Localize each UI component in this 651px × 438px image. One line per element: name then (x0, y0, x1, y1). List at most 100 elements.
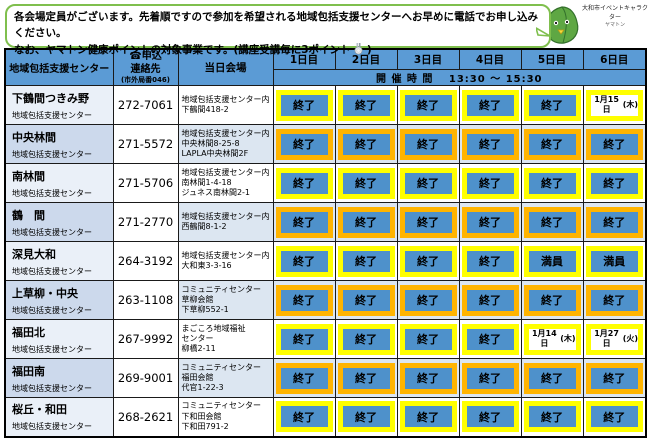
venue-line: 下鶴間418-2 (181, 105, 229, 115)
status-closed-badge: 終了 (275, 284, 333, 316)
status-closed-badge: 終了 (399, 89, 457, 121)
center-name-cell: 深見大和 地域包括支援センター (4, 241, 114, 282)
status-closed-badge: 終了 (337, 128, 395, 160)
status-closed-badge: 終了 (585, 167, 643, 199)
center-name-sub: 地域包括支援センター (12, 110, 92, 120)
status-closed-badge: 終了 (275, 128, 333, 160)
status-cell-day-5: 終了 (520, 163, 584, 204)
notice-line2: なお、ヤマトン健康ポイントの対象事業です。(講座受講毎に3ポイント ) (14, 42, 542, 60)
phone-number-cell: 264-3192 (112, 241, 179, 282)
status-closed-badge: 終了 (523, 284, 581, 316)
venue-line: コミュニティセンター (181, 401, 262, 411)
venue-cell: コミュニティセンター 下和田会館 下和田791-2 (177, 397, 274, 438)
center-name: 南林間 (12, 169, 45, 183)
venue-line: まごころ地域福祉 (181, 323, 246, 333)
status-cell-day-4: 終了 (458, 319, 522, 360)
table-row: 桜丘・和田 地域包括支援センター 268-2621 コミュニティセンター 下和田会館 下和… (4, 397, 647, 438)
status-closed-badge: 終了 (275, 89, 333, 121)
status-date-badge: 1月27日 (火) (585, 323, 643, 355)
center-name-sub: 地域包括支援センター (12, 305, 92, 315)
center-name: 福田南 (12, 364, 45, 378)
status-closed-badge: 終了 (399, 206, 457, 238)
venue-cell: 地域包括支援センター内 南林間1-4-18 ジュネス南林間2-1 (177, 163, 274, 204)
status-closed-badge: 終了 (461, 89, 519, 121)
venue-cell: 地域包括支援センター内 大和東3-3-16 (177, 241, 274, 282)
center-name-cell: 下鶴間つきみ野地域包括支援センター (4, 85, 114, 126)
mascot-caption-line1: 大和市イベントキャラクター (581, 5, 648, 21)
center-name-sub: 地域包括支援センター (12, 188, 92, 198)
point-medal-icon (354, 42, 363, 60)
status-cell-day-3: 終了 (396, 241, 460, 282)
venue-line: ジュネス南林間2-1 (181, 188, 251, 198)
table-row: 中央林間 地域包括支援センター 271-5572 地域包括支援センター内 中央林間8-2… (4, 124, 647, 165)
status-closed-badge: 終了 (523, 167, 581, 199)
venue-line: 地域包括支援センター内 (181, 128, 270, 138)
table-row: 鶴 間地域包括支援センター 271-2770 地域包括支援センター内 西鶴間8-1-2… (4, 202, 647, 243)
status-closed-badge: 終了 (275, 401, 333, 433)
center-name-cell: 桜丘・和田 地域包括支援センター (4, 397, 114, 438)
status-cell-day-2: 終了 (334, 163, 398, 204)
day-header-4: 4日目 (458, 48, 522, 70)
center-name: 鶴 間 (12, 208, 45, 222)
status-cell-day-6: 終了 (582, 163, 647, 204)
status-cell-day-5: 終了 (520, 358, 584, 399)
status-cell-day-4: 終了 (458, 124, 522, 165)
status-cell-day-1: 終了 (272, 241, 336, 282)
status-closed-badge: 終了 (523, 89, 581, 121)
center-name-cell: 中央林間 地域包括支援センター (4, 124, 114, 165)
status-cell-day-2: 終了 (334, 241, 398, 282)
venue-line: 地域包括支援センター内 (181, 94, 270, 104)
status-cell-day-6: 満員 (582, 241, 647, 282)
status-closed-badge: 終了 (337, 362, 395, 394)
status-closed-badge: 終了 (337, 284, 395, 316)
venue-line: 下和田791-2 (181, 422, 229, 432)
center-name-sub: 地域包括支援センター (12, 344, 92, 354)
status-closed-badge: 終了 (399, 284, 457, 316)
venue-line: 地域包括支援センター内 (181, 211, 270, 221)
status-closed-badge: 終了 (337, 167, 395, 199)
venue-line: 下草柳552-1 (181, 305, 229, 315)
table-body: 下鶴間つきみ野 地域包括支援センター 272-7061 地域包括支援センター内 下鶴間4… (4, 85, 647, 438)
table-row: 福田北 地域包括支援センター 267-9992 まごころ地域福祉 センター 柳橋2-11 終… (4, 319, 647, 360)
time-header: 開 催 時 間 13:30 ～ 15:30 (272, 68, 647, 87)
phone-header-line2: 連絡先 (130, 64, 161, 75)
status-closed-badge: 終了 (461, 206, 519, 238)
table-row: 福田南 地域包括支援センター 269-9001 コミュニティセンター 福田会館 代官1-2… (4, 358, 647, 399)
venue-line: 柳橋2-11 (181, 344, 216, 354)
venue-cell: まごころ地域福祉 センター 柳橋2-11 (177, 319, 274, 360)
venue-line: 代官1-22-3 (181, 383, 224, 393)
status-date-line2: (火) (622, 334, 638, 344)
status-cell-day-3: 終了 (396, 358, 460, 399)
status-closed-badge: 終了 (399, 167, 457, 199)
table-row: 下鶴間つきみ野 地域包括支援センター 272-7061 地域包括支援センター内 下鶴間4… (4, 85, 647, 126)
status-closed-badge: 終了 (461, 362, 519, 394)
header-row-days: 地域包括支援センター ☎申込 連絡先 (市外局番046) 当日会場 1日目 2日目… (4, 48, 647, 87)
venue-cell: コミュニティセンター 草柳会館 下草柳552-1 (177, 280, 274, 321)
status-closed-badge: 終了 (275, 323, 333, 355)
venue-line: 地域包括支援センター内 (181, 250, 270, 260)
status-closed-badge: 終了 (585, 128, 643, 160)
center-name-sub: 地域包括支援センター (12, 266, 92, 276)
status-cell-day-1: 終了 (272, 397, 336, 438)
status-closed-badge: 終了 (461, 245, 519, 277)
center-name: 桜丘・和田 (12, 403, 67, 417)
status-date-line2: (木) (560, 334, 576, 344)
col-header-center: 地域包括支援センター (4, 48, 114, 87)
status-closed-badge: 終了 (275, 362, 333, 394)
status-cell-day-6: 終了 (582, 280, 647, 321)
status-cell-day-6: 1月27日 (火) (582, 319, 647, 360)
center-name: 中央林間 (12, 130, 56, 144)
status-cell-day-3: 終了 (396, 202, 460, 243)
status-cell-day-1: 終了 (272, 124, 336, 165)
center-name: 下鶴間つきみ野 (12, 91, 89, 105)
status-cell-day-3: 終了 (396, 397, 460, 438)
status-cell-day-1: 終了 (272, 202, 336, 243)
venue-cell: コミュニティセンター 福田会館 代官1-22-3 (177, 358, 274, 399)
status-cell-day-5: 1月14日 (木) (520, 319, 584, 360)
status-closed-badge: 終了 (337, 401, 395, 433)
status-closed-badge: 終了 (523, 401, 581, 433)
venue-line: 中央林間8-25-8 (181, 138, 240, 148)
status-cell-day-4: 終了 (458, 202, 522, 243)
status-cell-day-5: 終了 (520, 397, 584, 438)
status-cell-day-4: 終了 (458, 280, 522, 321)
